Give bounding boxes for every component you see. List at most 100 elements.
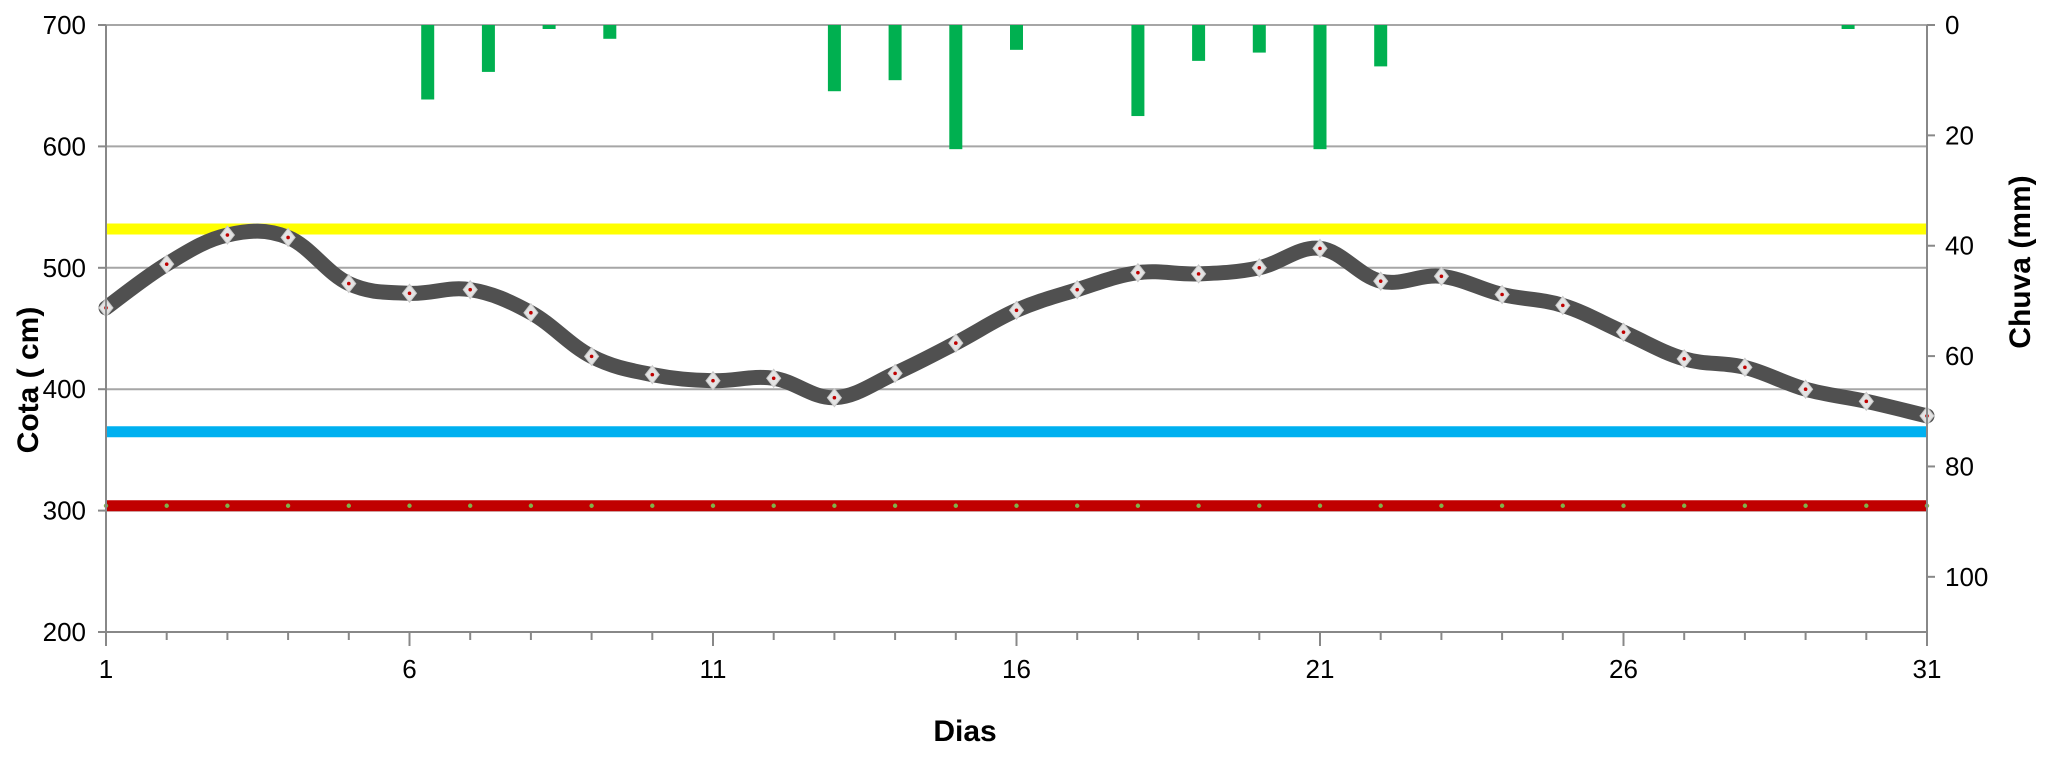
rain-bar xyxy=(1131,25,1145,117)
reference-line-marker xyxy=(1682,503,1687,508)
reference-line-marker xyxy=(1560,503,1566,508)
reference-line-marker xyxy=(1439,503,1444,508)
y2-tick-label: 100 xyxy=(1945,562,1988,592)
data-point-center xyxy=(1136,270,1140,275)
y2-tick-label: 20 xyxy=(1945,120,1974,150)
data-point-center xyxy=(711,378,715,383)
reference-line-marker xyxy=(1621,503,1626,508)
data-point-center xyxy=(1439,274,1444,279)
reference-line-marker xyxy=(468,503,473,508)
data-point-center xyxy=(1743,365,1747,370)
data-point-center xyxy=(832,395,837,400)
x-tick-label: 6 xyxy=(402,654,416,684)
rain-bar xyxy=(1374,25,1388,67)
data-point-center xyxy=(1318,246,1322,251)
data-point-center xyxy=(1378,279,1383,283)
x-tick-label: 11 xyxy=(700,654,727,684)
data-point-center xyxy=(1196,272,1201,276)
x-tick-label: 21 xyxy=(1306,654,1335,684)
rain-bar xyxy=(1192,25,1206,61)
bars-layer xyxy=(421,25,1855,150)
rain-bar xyxy=(481,25,495,72)
rain-bar xyxy=(1010,25,1023,50)
data-point-center xyxy=(1803,387,1808,392)
reference-line-marker xyxy=(1742,503,1748,508)
reference-line-marker xyxy=(1014,503,1019,508)
data-point-center xyxy=(1621,330,1626,334)
reference-line-marker xyxy=(1317,503,1323,508)
rain-bar xyxy=(542,25,556,29)
data-point-center xyxy=(893,371,897,376)
x-tick-label: 16 xyxy=(1002,654,1031,684)
reference-line-marker xyxy=(710,503,716,508)
data-point-center xyxy=(1561,303,1565,308)
data-point-center xyxy=(407,291,412,296)
reference-line-marker xyxy=(285,503,291,508)
y2-tick-label: 0 xyxy=(1945,10,1959,40)
rain-bar xyxy=(888,25,902,81)
y-tick-label: 200 xyxy=(43,617,86,647)
data-point-center xyxy=(589,354,594,359)
data-point-center xyxy=(1075,287,1079,292)
reference-line-marker xyxy=(1378,503,1383,508)
reference-line-marker xyxy=(528,503,534,508)
reference-line-marker xyxy=(832,503,837,508)
data-point-center xyxy=(954,341,958,345)
data-point-center xyxy=(347,281,351,286)
rain-bar xyxy=(1252,25,1266,53)
x-tick-label: 31 xyxy=(1913,654,1942,684)
data-point-center xyxy=(1014,308,1019,313)
data-point-center xyxy=(1682,357,1686,361)
x-tick-label: 26 xyxy=(1609,654,1638,684)
reference-line-marker xyxy=(1135,503,1141,508)
reference-line-marker xyxy=(1075,503,1080,508)
y-tick-label: 500 xyxy=(43,253,86,283)
data-point-center xyxy=(529,310,533,315)
reference-line-marker xyxy=(1803,503,1808,508)
y2-tick-label: 60 xyxy=(1945,341,1974,371)
x-tick-label: 1 xyxy=(99,654,113,684)
reference-line-marker xyxy=(164,503,169,508)
reference-line-marker xyxy=(771,503,776,508)
data-point-center xyxy=(164,262,169,266)
y-tick-label: 300 xyxy=(43,496,86,526)
y-tick-label: 400 xyxy=(43,374,86,404)
reference-lines-layer xyxy=(103,223,1930,512)
y2-tick-label: 40 xyxy=(1945,231,1974,261)
grid-layer xyxy=(106,24,1927,633)
data-point-center xyxy=(650,372,655,377)
rain-bar xyxy=(827,25,841,92)
y-tick-label: 600 xyxy=(43,131,86,161)
reference-line-marker xyxy=(953,503,958,508)
data-point-center xyxy=(1864,399,1869,404)
y2-tick-label: 80 xyxy=(1945,451,1974,481)
reference-line-marker xyxy=(1196,503,1201,508)
reference-line-marker xyxy=(1257,503,1262,508)
reference-line-marker xyxy=(346,503,351,508)
y-tick-label: 700 xyxy=(43,10,86,40)
level-series-line xyxy=(98,223,1935,424)
reference-line-marker xyxy=(1864,503,1869,508)
y-axis-title: Cota ( cm) xyxy=(12,307,45,454)
data-point-center xyxy=(286,235,290,240)
rain-bar xyxy=(603,25,617,39)
rain-bar xyxy=(949,25,963,150)
line-layer xyxy=(98,223,1935,426)
x-axis-title: Dias xyxy=(933,715,996,748)
data-point-center xyxy=(1257,266,1262,270)
reference-line-marker xyxy=(407,503,412,508)
data-point-center xyxy=(468,287,473,292)
data-point-center xyxy=(771,376,776,381)
reference-line-marker xyxy=(650,503,655,508)
rain-bar xyxy=(421,25,435,100)
reference-line-marker xyxy=(892,503,898,508)
reference-line-marker xyxy=(589,503,594,508)
y2-axis-title: Chuva (mm) xyxy=(2004,175,2037,348)
rain-bar xyxy=(1313,25,1327,150)
reference-line-marker xyxy=(225,503,230,508)
data-point-center xyxy=(1500,292,1504,297)
rain-bar xyxy=(1841,25,1855,29)
